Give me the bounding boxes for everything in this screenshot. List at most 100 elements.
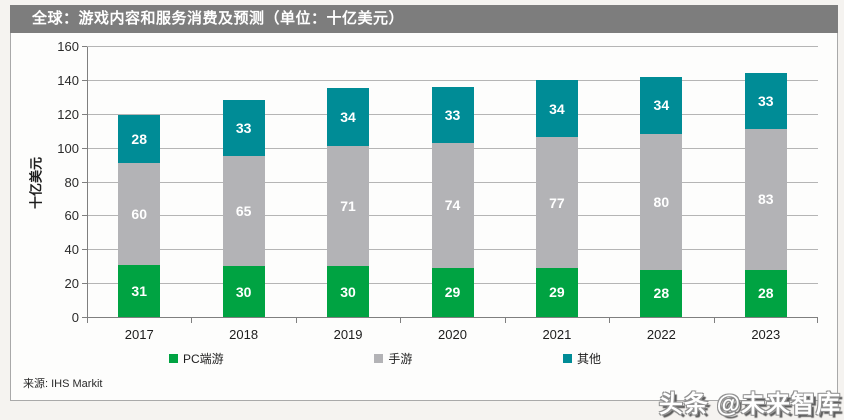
bar-segment-其他-2023: 33 <box>744 73 787 129</box>
y-tick-40 <box>82 249 87 251</box>
bar-value-label: 28 <box>131 131 147 148</box>
bar-segment-PC端游-2019: 30 <box>327 266 370 317</box>
plot-area: 0 20 40 60 80 100 120 140 160 31 60 28 2017 30 65 33 201… <box>57 40 818 342</box>
bar-2020: 29 74 33 <box>431 86 474 317</box>
y-tick-80 <box>82 181 87 183</box>
gridline-140 <box>87 79 818 81</box>
y-tick-label-120: 120 <box>57 106 79 122</box>
bar-segment-其他-2018: 33 <box>222 100 265 157</box>
y-tick-label-140: 140 <box>57 72 79 88</box>
bar-segment-其他-2021: 34 <box>535 79 578 138</box>
x-label-2021: 2021 <box>542 327 572 342</box>
chart-content: 十亿美元 0 20 40 60 80 100 120 140 160 31 60 28 2017 30 65… <box>10 33 838 401</box>
y-tick-60 <box>82 215 87 217</box>
x-axis-line <box>87 317 818 318</box>
bar-2018: 30 65 33 <box>222 100 265 317</box>
bar-value-label: 77 <box>549 194 565 211</box>
bar-value-label: 28 <box>757 285 774 302</box>
legend-swatch-其他 <box>562 354 572 363</box>
x-tick-4 <box>504 318 506 323</box>
bar-segment-手游-2019: 71 <box>327 145 370 267</box>
chart-title-text: 全球：游戏内容和服务消费及预测（单位：十亿美元） <box>32 10 405 27</box>
bar-segment-其他-2019: 34 <box>327 88 370 146</box>
bar-2021: 29 77 34 <box>535 79 578 317</box>
bar-value-label: 34 <box>549 100 565 117</box>
legend-label: 其他 <box>576 352 601 366</box>
bar-segment-PC端游-2018: 30 <box>222 266 265 317</box>
y-tick-label-160: 160 <box>57 39 79 54</box>
y-tick-160 <box>82 46 87 47</box>
x-tick-3 <box>400 318 402 323</box>
x-tick-5 <box>609 318 611 323</box>
y-tick-label-0: 0 <box>71 310 79 325</box>
y-tick-100 <box>82 147 87 149</box>
x-label-2017: 2017 <box>124 327 154 342</box>
x-label-2020: 2020 <box>438 327 467 342</box>
x-tick-6 <box>713 318 715 323</box>
bar-value-label: 80 <box>653 193 670 210</box>
y-tick-label-80: 80 <box>64 174 79 190</box>
bar-value-label: 29 <box>549 284 565 301</box>
legend-swatch-PC端游 <box>169 354 178 363</box>
bar-value-label: 83 <box>757 191 774 208</box>
x-tick-0 <box>87 318 88 323</box>
bar-segment-PC端游-2022: 28 <box>640 269 683 317</box>
bar-segment-其他-2020: 33 <box>431 86 474 143</box>
bar-segment-PC端游-2021: 29 <box>535 267 578 317</box>
y-tick-label-100: 100 <box>57 140 79 156</box>
bar-2019: 30 71 34 <box>327 88 370 317</box>
bar-value-label: 33 <box>444 106 461 123</box>
bar-value-label: 74 <box>444 197 461 214</box>
bar-value-label: 34 <box>340 109 356 126</box>
bar-value-label: 71 <box>340 198 356 215</box>
bar-segment-PC端游-2020: 29 <box>431 267 474 317</box>
watermark: 头条 @未来智库 <box>658 391 841 418</box>
bar-segment-手游-2020: 74 <box>431 142 474 268</box>
y-tick-140 <box>82 79 87 81</box>
bar-value-label: 33 <box>235 120 252 137</box>
y-axis-line <box>87 47 88 318</box>
bar-segment-其他-2017: 28 <box>118 115 161 163</box>
x-label-2022: 2022 <box>646 327 676 342</box>
bar-value-label: 65 <box>235 203 252 220</box>
bar-segment-手游-2017: 60 <box>118 162 161 265</box>
x-label-2018: 2018 <box>229 327 259 342</box>
bar-value-label: 34 <box>653 97 670 114</box>
y-tick-120 <box>82 113 87 115</box>
legend-item-手游: 手游 <box>374 350 412 367</box>
x-label-2023: 2023 <box>751 327 781 342</box>
legend-swatch-手游 <box>374 354 384 363</box>
bar-2022: 28 80 34 <box>640 76 683 317</box>
chart-title-bar: 全球：游戏内容和服务消费及预测（单位：十亿美元） <box>10 5 838 33</box>
legend-item-其他: 其他 <box>562 350 601 367</box>
bar-segment-手游-2023: 83 <box>744 129 787 270</box>
bar-value-label: 31 <box>131 282 147 299</box>
x-tick-2 <box>295 318 297 323</box>
bar-segment-其他-2022: 34 <box>640 76 683 135</box>
legend-label: PC端游 <box>183 352 224 366</box>
x-label-2019: 2019 <box>333 327 363 342</box>
bar-segment-手游-2022: 80 <box>640 134 683 270</box>
legend-item-PC端游: PC端游 <box>169 350 224 367</box>
bar-2017: 31 60 28 <box>118 115 161 317</box>
bar-segment-手游-2021: 77 <box>535 137 578 268</box>
bar-value-label: 30 <box>235 283 252 300</box>
bar-value-label: 33 <box>757 93 774 110</box>
y-tick-0 <box>82 317 87 318</box>
y-tick-label-60: 60 <box>64 208 79 224</box>
source-note: 来源: IHS Markit <box>23 378 103 390</box>
y-tick-20 <box>82 283 87 285</box>
bar-segment-PC端游-2017: 31 <box>118 264 161 317</box>
x-tick-7 <box>817 318 818 323</box>
bar-2023: 28 83 33 <box>744 73 787 317</box>
legend: PC端游 手游 其他 <box>169 350 601 367</box>
y-tick-label-20: 20 <box>64 276 79 292</box>
gridline-160 <box>87 46 818 47</box>
bar-segment-PC端游-2023: 28 <box>744 269 787 317</box>
bar-value-label: 29 <box>444 284 461 301</box>
bar-value-label: 60 <box>131 205 147 222</box>
bar-value-label: 28 <box>653 285 670 302</box>
legend-label: 手游 <box>388 352 413 366</box>
chart-panel: 全球：游戏内容和服务消费及预测（单位：十亿美元） 十亿美元 0 20 40 60 80 1… <box>10 5 838 401</box>
